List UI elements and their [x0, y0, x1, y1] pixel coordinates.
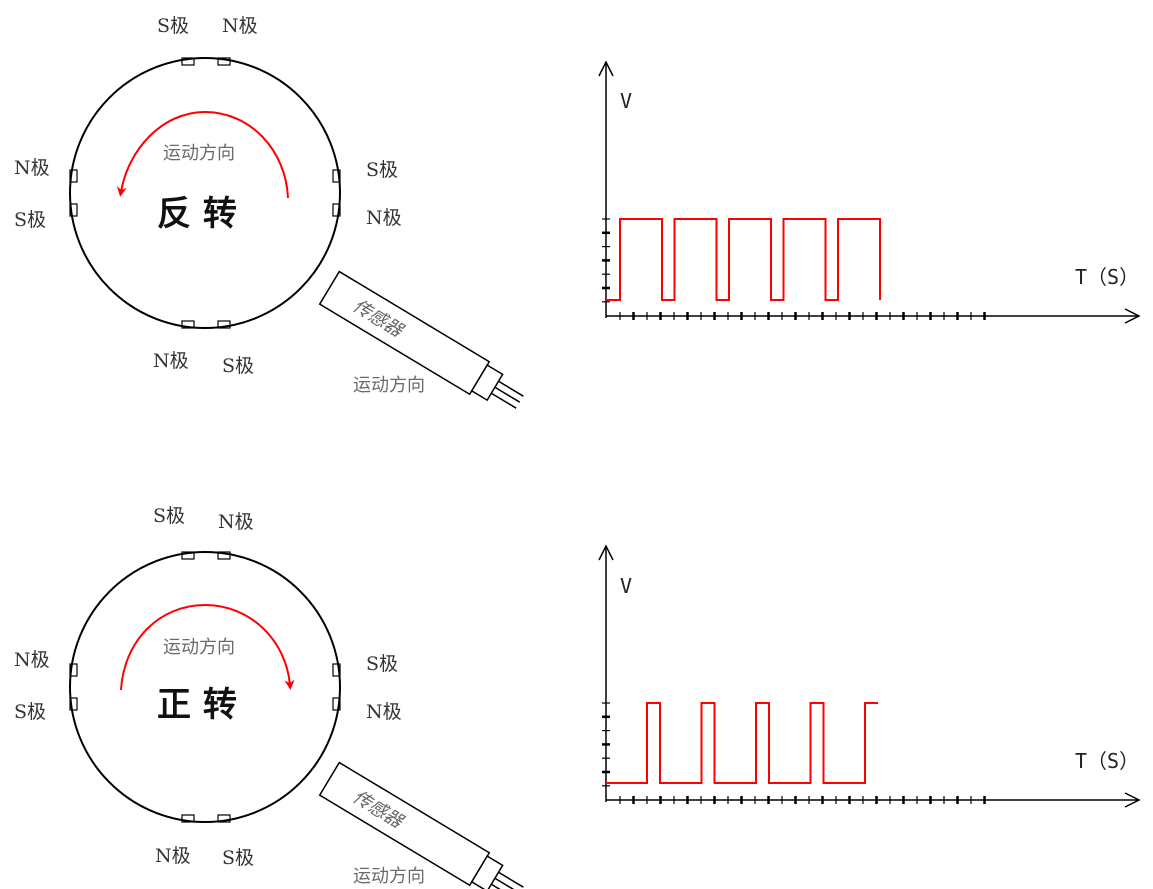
- pole-label-bottom-right: S极: [222, 847, 254, 869]
- magnet-wheel: [69, 57, 341, 329]
- y-axis-label: V: [620, 89, 632, 113]
- pole-block: [332, 697, 341, 711]
- pole-label-top-right: N极: [222, 15, 258, 37]
- sensor: 传感器: [318, 761, 524, 889]
- y-axis-label: V: [620, 574, 632, 598]
- rotation-arrow: [120, 603, 295, 691]
- pole-label-bottom-left: N极: [155, 845, 191, 867]
- waveform-chart: V T（S）: [598, 544, 1141, 808]
- y-axis-arrowhead: [598, 544, 614, 561]
- signal-waveform: [606, 218, 881, 301]
- x-axis-arrowhead: [1124, 792, 1141, 808]
- pole-label-top-left: S极: [153, 505, 185, 527]
- pole-block: [181, 551, 195, 560]
- pole-block: [332, 203, 341, 217]
- direction-label: 运动方向: [163, 143, 235, 164]
- rotation-arrow: [116, 110, 289, 199]
- pole-label-top-right: N极: [218, 511, 254, 533]
- rotation-label: 正 转: [157, 685, 237, 725]
- x-axis-arrowhead: [1124, 308, 1141, 324]
- pole-label-right-upper: S极: [366, 159, 398, 181]
- waveform-chart: V T（S）: [598, 60, 1141, 324]
- pole-block: [217, 320, 231, 329]
- pole-label-left-upper: N极: [14, 649, 50, 671]
- pole-block: [217, 814, 231, 823]
- pole-label-right-upper: S极: [366, 653, 398, 675]
- pole-block: [332, 169, 341, 183]
- sensor: 传感器: [318, 270, 524, 409]
- pole-block: [69, 203, 78, 217]
- pole-label-right-lower: N极: [366, 701, 402, 723]
- pole-block: [217, 551, 231, 560]
- pole-label-right-lower: N极: [366, 207, 402, 229]
- pole-label-left-lower: S极: [14, 701, 46, 723]
- rotation-label: 反 转: [157, 194, 237, 234]
- sensor-motion-label: 运动方向: [353, 866, 425, 887]
- pole-block: [69, 169, 78, 183]
- direction-label: 运动方向: [163, 637, 235, 658]
- panel-forward: S极 N极 N极 S极 S极 N极 N极 S极 运动方向 正 转 传感器 运动方…: [14, 505, 1141, 889]
- pole-label-bottom-right: S极: [222, 355, 254, 377]
- y-axis-arrowhead: [598, 60, 614, 77]
- x-axis-label: T（S）: [1075, 749, 1139, 773]
- pole-label-left-upper: N极: [14, 157, 50, 179]
- pole-block: [181, 814, 195, 823]
- sensor-motion-label: 运动方向: [353, 375, 425, 396]
- y-ticks: [602, 702, 610, 787]
- pole-label-bottom-left: N极: [153, 350, 189, 372]
- y-ticks: [602, 218, 610, 303]
- x-ticks: [619, 796, 986, 804]
- panel-reverse: S极 N极 N极 S极 S极 N极 N极 S极 运动方向 反 转 传感器 运动方…: [14, 15, 1141, 409]
- magnet-wheel: [69, 551, 341, 823]
- signal-waveform: [606, 702, 878, 784]
- pole-block: [181, 320, 195, 329]
- pole-label-left-lower: S极: [14, 209, 46, 231]
- pole-block: [217, 57, 231, 66]
- pole-block: [69, 697, 78, 711]
- pole-label-top-left: S极: [157, 15, 189, 37]
- pole-block: [181, 57, 195, 66]
- pole-block: [69, 663, 78, 677]
- x-ticks: [619, 312, 986, 320]
- x-axis-label: T（S）: [1075, 265, 1139, 289]
- pole-block: [332, 663, 341, 677]
